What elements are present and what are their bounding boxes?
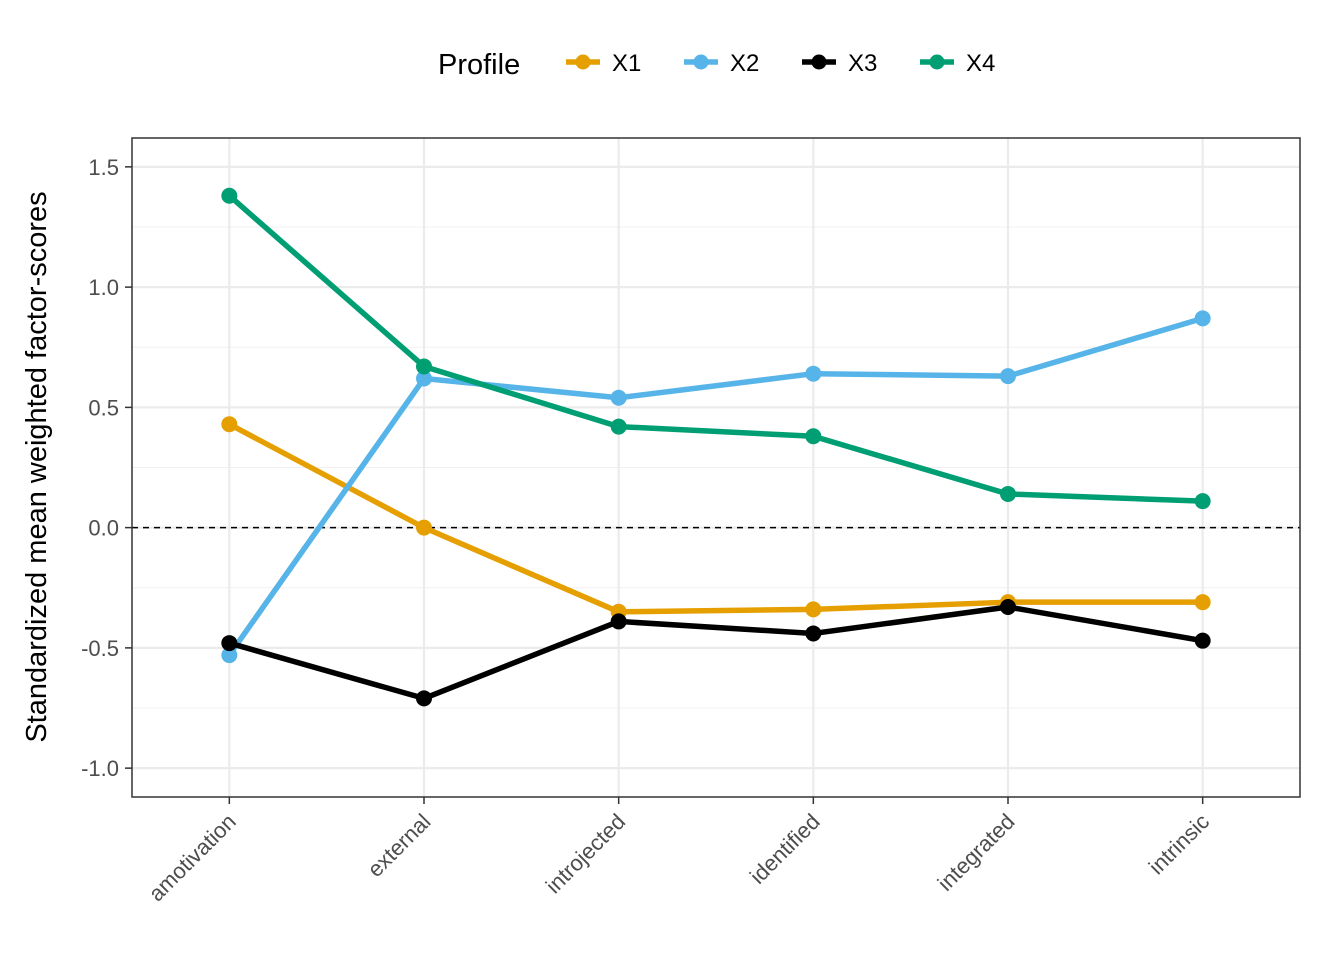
grid-major [132,138,1300,797]
x-tick-label: external [363,809,436,882]
data-point [1000,485,1016,502]
data-point [805,365,822,382]
series-line [226,315,1206,658]
data-point [805,601,822,618]
data-point [416,690,432,707]
data-point [221,416,238,433]
y-axis-title: Standardized mean weighted factor-scores [21,191,53,742]
series-x2 [221,310,1211,664]
x-tick-label: integrated [933,809,1020,896]
y-tick-label: 0.0 [88,516,119,541]
legend-key-point [929,54,945,70]
series-x3 [221,598,1211,707]
legend-key-point [575,54,591,70]
y-tick-label: 0.5 [88,395,119,420]
legend-label: X2 [730,50,759,77]
data-point [416,358,432,375]
data-point [221,647,238,664]
y-axis: -1.0 -0.5 0.0 0.5 1.0 1.5 [81,155,132,781]
data-point [416,370,432,387]
legend: Profile X1 X2 X3 X4 [438,49,995,81]
data-point [1194,594,1211,611]
x-tick-label: introjected [541,809,630,898]
series-x4 [221,187,1211,510]
series-line [226,604,1206,702]
x-tick-label: amotivation [144,809,241,906]
y-tick-label: -1.0 [81,756,119,781]
data-point [610,418,627,435]
legend-label: X3 [848,50,877,77]
legend-item-x1: X1 [566,50,641,77]
series-layer [221,187,1211,707]
legend-title: Profile [438,49,520,81]
panel-border [131,137,1301,798]
plot-panel [131,137,1301,798]
series-line [226,421,1206,615]
data-point [221,635,238,652]
legend-item-x3: X3 [802,50,877,77]
legend-item-x2: X2 [684,50,759,77]
data-point [1000,368,1016,385]
x-tick-label: identified [745,809,825,889]
x-tick-label: intrinsic [1144,809,1214,879]
data-point [805,625,822,642]
y-tick-label: 1.0 [88,275,119,300]
data-point [805,428,822,445]
y-tick-label: -0.5 [81,636,119,661]
series-line [226,192,1206,504]
legend-key-point [811,54,827,70]
data-point [1000,598,1016,615]
data-point [1194,493,1211,510]
legend-item-x4: X4 [920,50,995,77]
y-tick-label: 1.5 [88,155,119,180]
data-point [221,187,238,204]
data-point [416,519,432,536]
data-point [1194,310,1211,327]
legend-key-point [693,54,709,70]
data-point [610,389,627,406]
legend-label: X4 [966,50,995,77]
data-point [1194,632,1211,649]
x-axis: amotivation external introjected identified… [144,797,1214,906]
legend-label: X1 [612,50,641,77]
data-point [610,613,627,630]
